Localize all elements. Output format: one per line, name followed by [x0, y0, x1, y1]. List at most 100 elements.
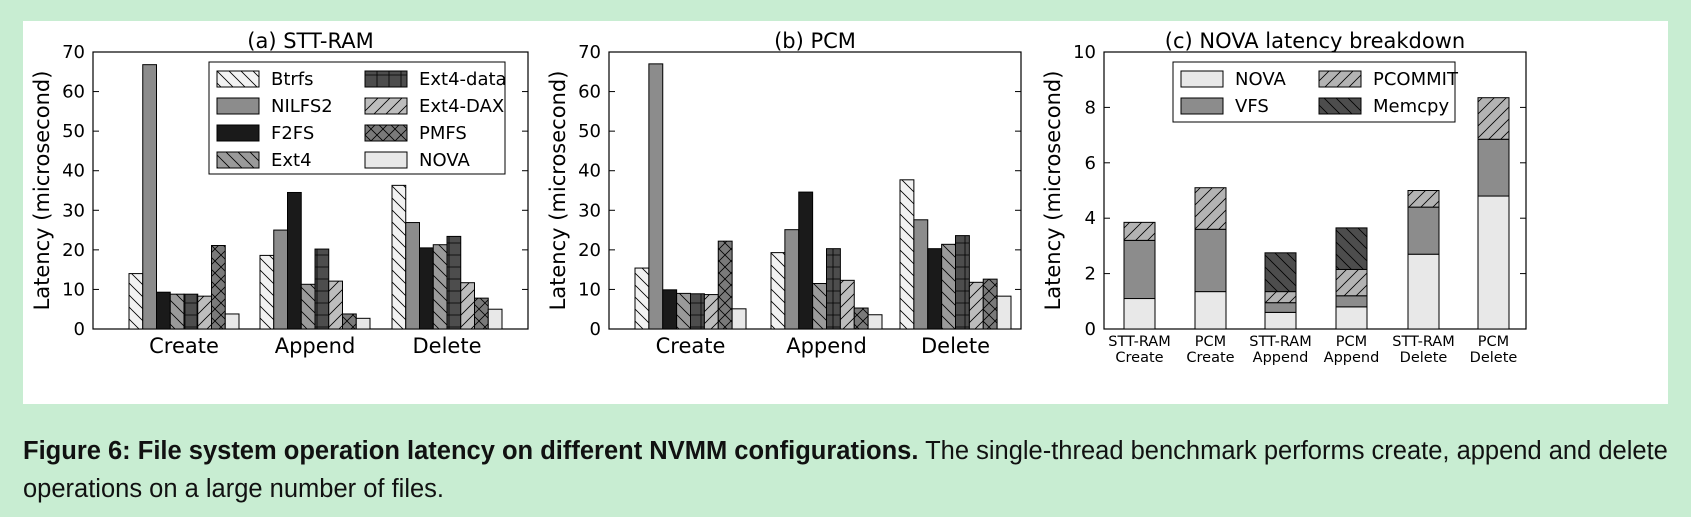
a-legend-label-f2fs: F2FS — [271, 123, 314, 144]
a-category-label-delete: Delete — [413, 334, 482, 358]
b-bar-create-ext4-data — [690, 293, 705, 330]
c-category-label-1-line-1: Create — [1186, 350, 1234, 366]
a-bar-create-nilfs2 — [142, 64, 157, 330]
c-bar-4-stt-ram-delete-pcommit — [1407, 190, 1440, 208]
a-legend-label-ext4-data: Ext4-data — [419, 69, 507, 90]
a-ytick-label-30: 30 — [62, 200, 85, 221]
a-ytick-label-0: 0 — [74, 319, 85, 340]
a-legend-label-nova: NOVA — [419, 150, 470, 171]
b-bar-append-ext4-data — [826, 248, 841, 330]
c-category-label-0-line-0: STT-RAM — [1108, 334, 1170, 350]
a-legend-swatch-nova — [364, 151, 408, 169]
a-bar-delete-ext4-data — [446, 235, 462, 330]
b-ytick-label-50: 50 — [578, 121, 601, 142]
b-bar-delete-ext4 — [941, 243, 956, 330]
a-bar-delete-pmfs — [474, 297, 489, 330]
c-bar-0-stt-ram-create-pcommit — [1123, 221, 1156, 241]
c-legend-label-vfs: VFS — [1235, 96, 1269, 117]
c-legend-label-pcommit: PCOMMIT — [1373, 69, 1459, 90]
c-bar-4-stt-ram-delete-nova — [1407, 253, 1440, 330]
a-bar-create-btrfs — [128, 273, 144, 330]
a-legend-label-ext4: Ext4 — [271, 150, 312, 171]
c-bar-1-pcm-create-nova — [1194, 291, 1227, 330]
a-ytick-label-40: 40 — [62, 161, 85, 182]
a-bar-create-ext4-dax — [197, 295, 212, 330]
c-bar-5-pcm-delete-pcommit — [1477, 97, 1510, 140]
c-title: (c) NOVA latency breakdown — [1165, 29, 1465, 53]
c-ytick-label-8: 8 — [1085, 97, 1096, 118]
a-ytick-label-60: 60 — [62, 82, 85, 103]
b-bar-append-f2fs — [798, 191, 814, 330]
a-legend-label-btrfs: Btrfs — [271, 69, 314, 90]
a-bar-create-ext4 — [169, 293, 185, 330]
c-category-label-1-line-0: PCM — [1195, 334, 1226, 350]
b-bar-create-f2fs — [662, 289, 678, 330]
c-category-label-2-line-1: Append — [1253, 350, 1309, 366]
chart-stt-ram: 0 10 20 30 40 50 60 70 (a) STT-RAM Latency (micro… — [30, 29, 529, 358]
b-ytick-label-10: 10 — [578, 279, 601, 300]
a-bar-delete-ext4 — [432, 244, 448, 330]
c-bar-3-pcm-append-pcommit — [1335, 268, 1368, 297]
c-legend-swatch-nova — [1180, 70, 1224, 88]
c-bar-1-pcm-create-pcommit — [1194, 187, 1227, 230]
c-bar-2-stt-ram-append-pcommit — [1264, 291, 1297, 304]
a-bar-append-ext4 — [300, 283, 316, 330]
c-legend-label-memcpy: Memcpy — [1373, 96, 1449, 117]
c-bar-3-pcm-append-nova — [1335, 306, 1368, 330]
a-legend-swatch-ext4-data — [364, 70, 408, 88]
a-bar-create-nova — [224, 313, 240, 330]
b-bar-append-ext4-dax — [839, 279, 855, 330]
b-category-label-append: Append — [786, 334, 867, 358]
b-bar-delete-btrfs — [899, 179, 915, 330]
b-bar-create-ext4-dax — [703, 294, 719, 330]
a-title: (a) STT-RAM — [247, 29, 373, 53]
a-bar-create-f2fs — [156, 291, 171, 330]
c-ylabel: Latency (microsecond) — [1041, 71, 1065, 311]
a-bar-append-nova — [355, 317, 371, 330]
a-legend-swatch-ext4 — [216, 151, 260, 169]
b-bar-delete-pmfs — [982, 278, 998, 330]
b-ytick-label-20: 20 — [578, 240, 601, 261]
c-ytick-label-6: 6 — [1085, 153, 1096, 174]
b-bar-append-ext4 — [812, 282, 827, 330]
chart-nova-breakdown: 0 2 4 6 8 10 (c) NOVA latency breakdown Latency… — [1041, 29, 1527, 366]
a-bar-delete-btrfs — [391, 184, 407, 330]
a-bar-append-f2fs — [287, 191, 302, 330]
c-category-label-5-line-1: Delete — [1470, 350, 1518, 366]
a-legend-label-nilfs2: NILFS2 — [271, 96, 333, 117]
b-bar-create-btrfs — [634, 267, 650, 330]
a-bar-append-nilfs2 — [273, 229, 288, 330]
c-category-label-4-line-1: Delete — [1400, 350, 1448, 366]
c-plot-frame — [1103, 51, 1527, 330]
a-bar-append-ext4-data — [314, 248, 330, 330]
c-bar-2-stt-ram-append-nova — [1264, 311, 1297, 330]
b-category-label-delete: Delete — [921, 334, 990, 358]
figure-caption: Figure 6: File system operation latency … — [23, 432, 1673, 508]
c-category-label-2-line-0: STT-RAM — [1249, 334, 1311, 350]
c-legend-swatch-memcpy — [1318, 97, 1362, 115]
c-bar-5-pcm-delete-nova — [1477, 195, 1510, 330]
b-title: (b) PCM — [774, 29, 856, 53]
a-bar-create-ext4-data — [183, 293, 199, 330]
b-bar-create-ext4 — [676, 292, 691, 330]
c-bar-0-stt-ram-create-nova — [1123, 298, 1156, 330]
b-bar-delete-f2fs — [927, 248, 943, 330]
b-bar-append-nova — [867, 314, 883, 330]
chart-pcm: 0 10 20 30 40 50 60 70 (b) PCM Latency (microseco… — [546, 29, 1022, 358]
a-bar-append-ext4-dax — [328, 280, 343, 330]
c-legend: NOVA VFS PCOMMIT Memcpy — [1172, 61, 1459, 123]
figure-panel: 0 10 20 30 40 50 60 70 (a) STT-RAM Latency (micro… — [23, 21, 1668, 404]
a-legend-swatch-ext4-dax — [364, 97, 408, 115]
c-category-label-3-line-1: Append — [1324, 350, 1380, 366]
c-legend-label-nova: NOVA — [1235, 69, 1286, 90]
b-ytick-label-0: 0 — [590, 319, 601, 340]
c-category-label-4-line-0: STT-RAM — [1392, 334, 1454, 350]
b-ylabel: Latency (microsecond) — [546, 71, 570, 311]
a-legend-swatch-f2fs — [216, 124, 260, 142]
a-bar-create-pmfs — [211, 245, 226, 330]
b-bar-create-nova — [731, 308, 747, 330]
b-ytick-label-70: 70 — [578, 42, 601, 63]
a-ylabel: Latency (microsecond) — [30, 71, 54, 311]
c-bar-1-pcm-create-vfs — [1194, 228, 1227, 293]
